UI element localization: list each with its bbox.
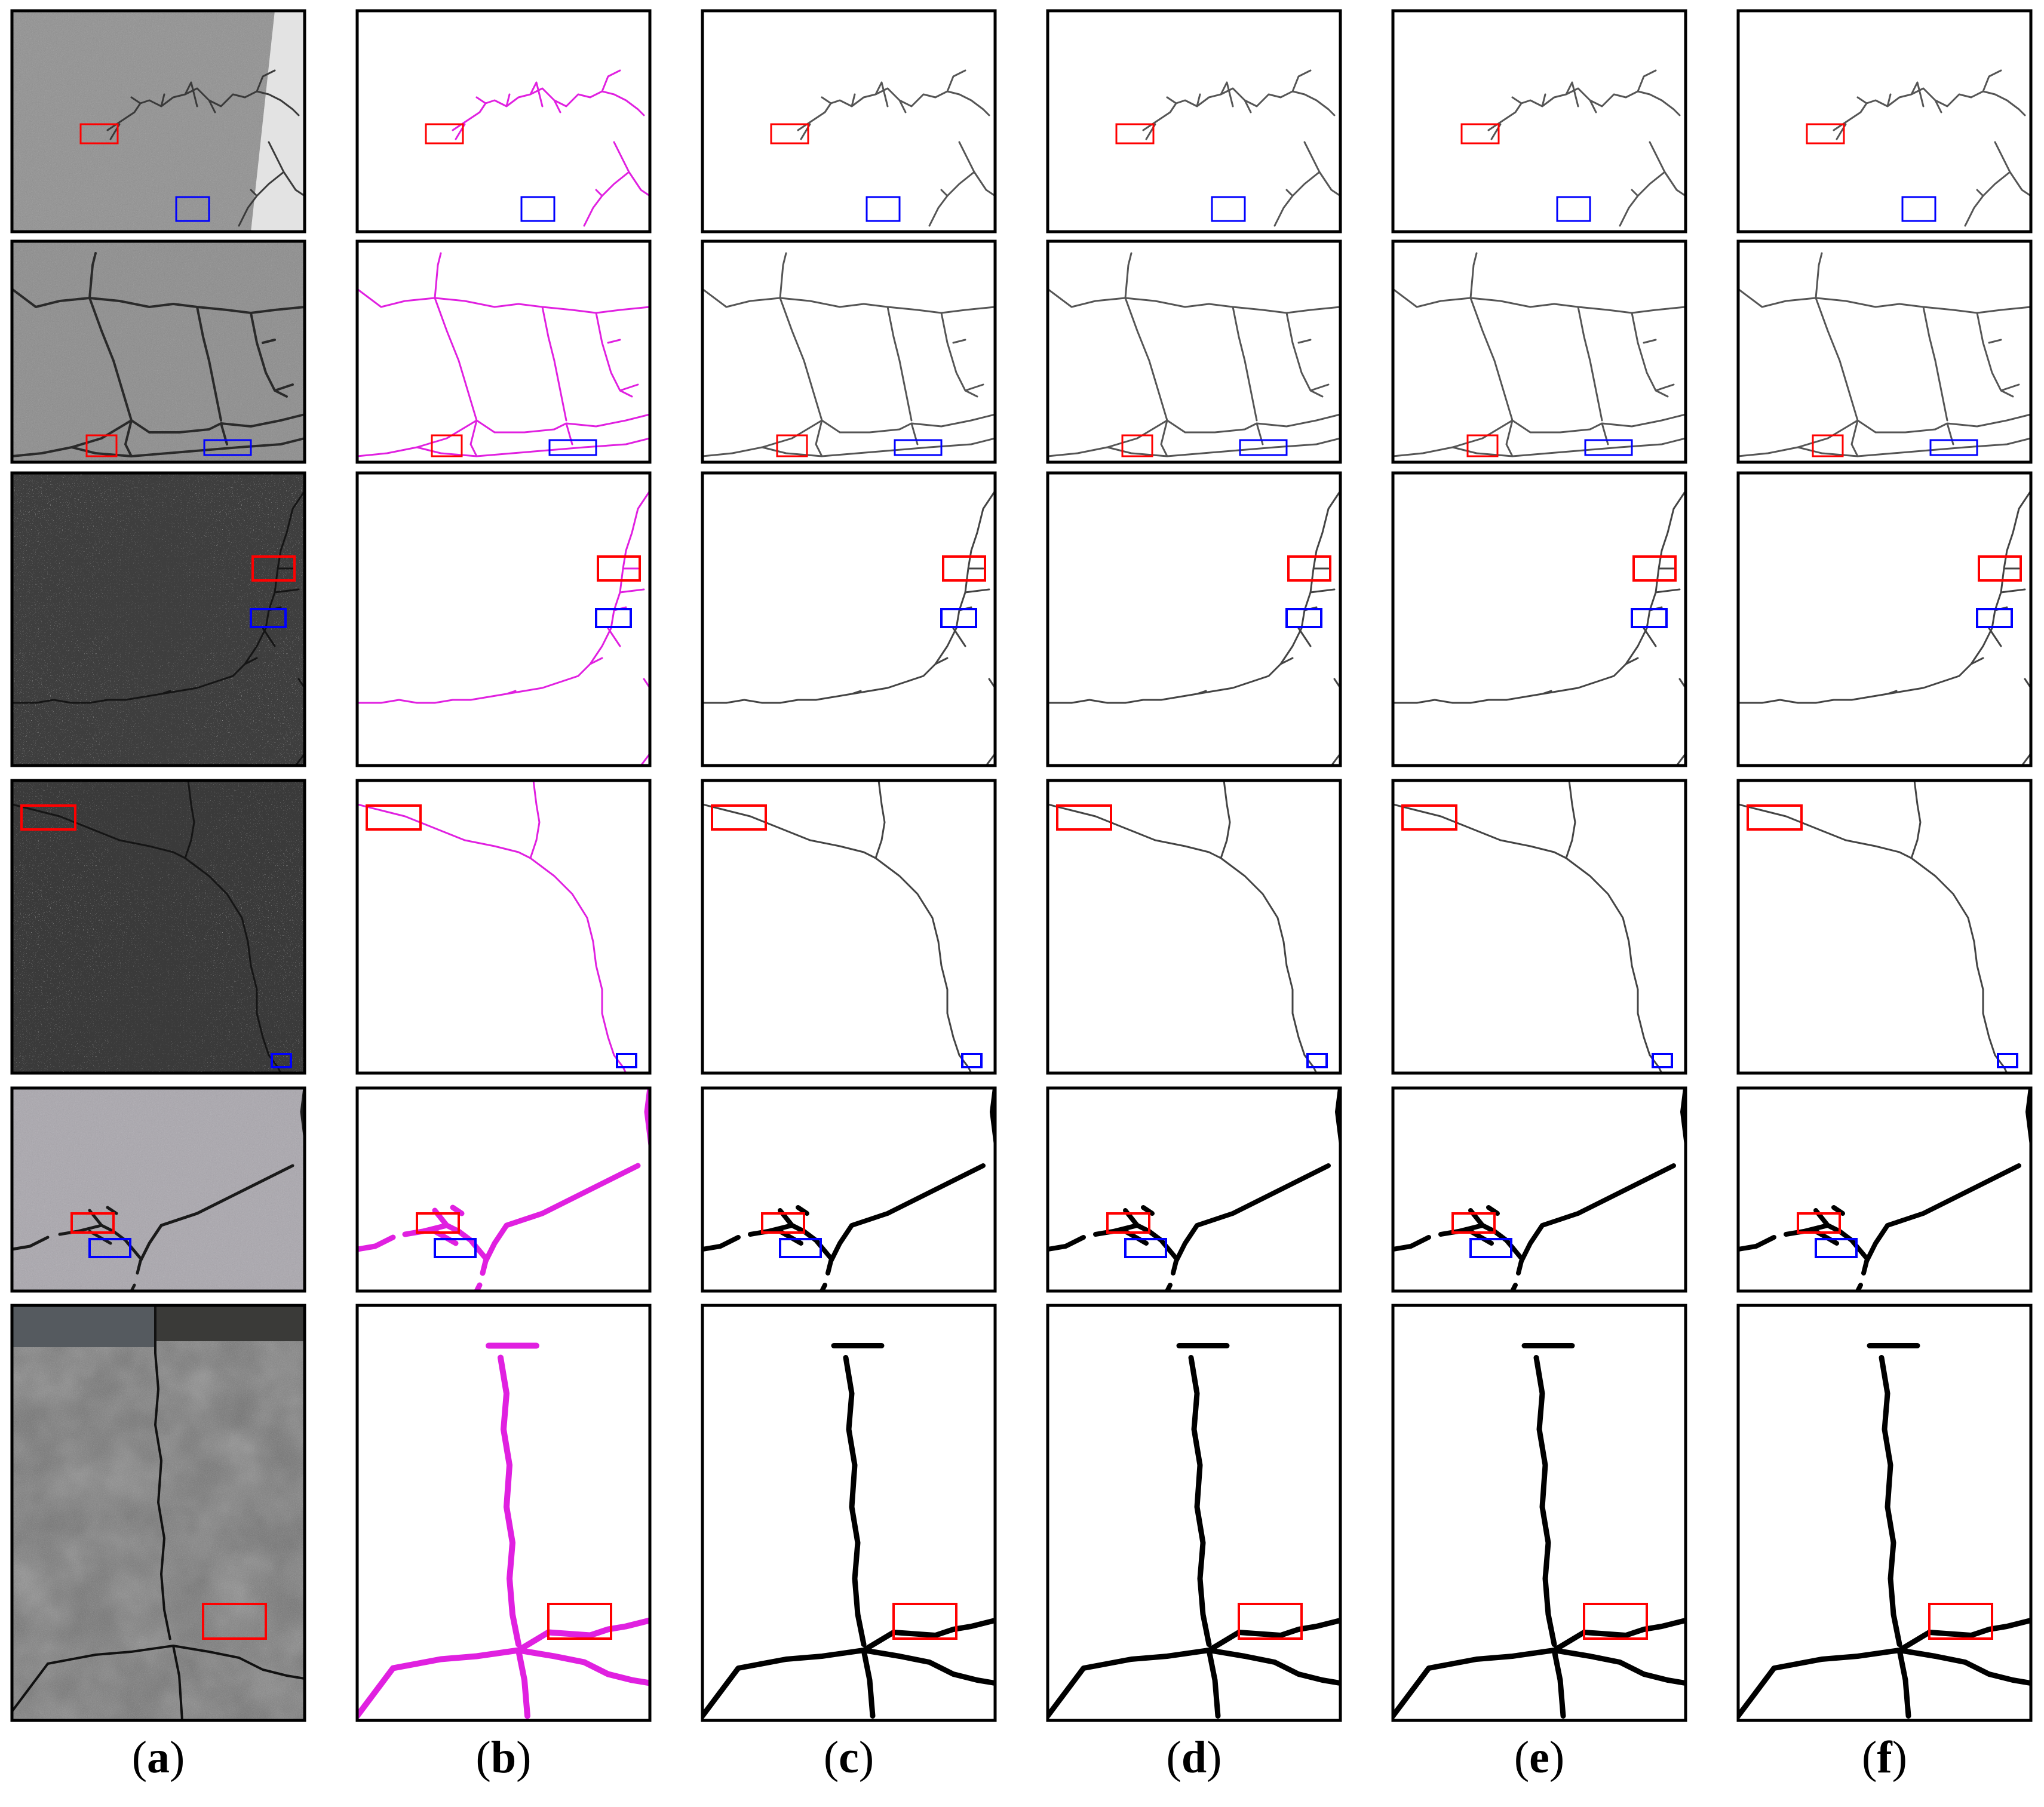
prediction-panel-d — [1046, 1086, 1342, 1293]
photo-panel — [10, 239, 306, 464]
ground-truth-panel — [355, 9, 652, 233]
row-2 — [10, 239, 2033, 464]
panel-label-c: (c) — [823, 1732, 874, 1783]
prediction-panel-f — [1736, 471, 2033, 767]
prediction-panel-c — [701, 1304, 997, 1722]
ground-truth-panel — [355, 1304, 652, 1722]
prediction-panel-e — [1391, 239, 1687, 464]
prediction-panel-d — [1046, 471, 1342, 767]
ground-truth-panel — [355, 1086, 652, 1293]
row-4 — [10, 779, 2033, 1075]
photo-panel — [10, 471, 306, 767]
prediction-panel-e — [1391, 1086, 1687, 1293]
panel-label-a: (a) — [131, 1732, 185, 1783]
prediction-panel-e — [1391, 1304, 1687, 1722]
ground-truth-panel — [355, 239, 652, 464]
prediction-panel-f — [1736, 1304, 2033, 1722]
row-3 — [10, 471, 2033, 767]
photo-panel — [10, 9, 306, 233]
prediction-panel-f — [1736, 239, 2033, 464]
prediction-panel-d — [1046, 779, 1342, 1075]
prediction-panel-c — [701, 471, 997, 767]
prediction-panel-d — [1046, 239, 1342, 464]
photo-panel — [10, 1086, 306, 1293]
prediction-panel-c — [701, 779, 997, 1075]
row-1 — [10, 9, 2033, 233]
prediction-panel-c — [701, 239, 997, 464]
panel-label-b: (b) — [475, 1732, 532, 1783]
prediction-panel-e — [1391, 779, 1687, 1075]
ground-truth-panel — [355, 471, 652, 767]
highlight-blue-box — [175, 196, 210, 222]
row-6 — [10, 1304, 2033, 1722]
prediction-panel-c — [701, 9, 997, 233]
prediction-panel-f — [1736, 1086, 2033, 1293]
panel-label-e: (e) — [1514, 1732, 1565, 1783]
prediction-panel-f — [1736, 9, 2033, 233]
photo-panel — [10, 779, 306, 1075]
photo-panel — [10, 1304, 306, 1722]
prediction-panel-f — [1736, 779, 2033, 1075]
row-5 — [10, 1086, 2033, 1293]
highlight-red-box — [79, 123, 119, 145]
ground-truth-panel — [355, 779, 652, 1075]
prediction-panel-e — [1391, 471, 1687, 767]
prediction-panel-c — [701, 1086, 997, 1293]
panel-label-f: (f) — [1862, 1732, 1907, 1783]
panel-label-d: (d) — [1166, 1732, 1222, 1783]
prediction-panel-d — [1046, 9, 1342, 233]
prediction-panel-e — [1391, 9, 1687, 233]
prediction-panel-d — [1046, 1304, 1342, 1722]
